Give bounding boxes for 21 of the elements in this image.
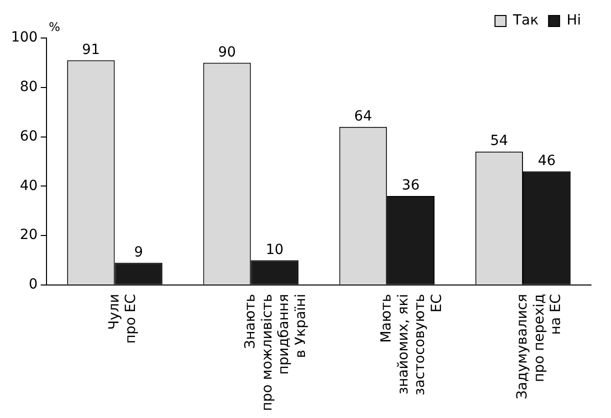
legend-label: Так	[512, 12, 539, 29]
y-tick-label: 0	[28, 276, 38, 293]
data-label: 91	[82, 42, 100, 58]
legend-label: Ні	[566, 12, 582, 29]
y-tick-label: 100	[10, 30, 38, 46]
y-axis-title: %	[48, 20, 60, 34]
y-tick-label: 80	[20, 79, 38, 96]
data-label: 46	[538, 152, 556, 169]
x-tick-label: Знають про можливість придбання в Україні	[242, 294, 309, 412]
y-tick-label: 60	[20, 128, 38, 144]
x-tick-label: Задумувалися про перехід на ЕС	[514, 294, 564, 400]
data-label: 9	[134, 244, 144, 260]
data-label: 90	[218, 44, 236, 60]
data-label: 64	[354, 108, 372, 125]
y-tick-label: 20	[20, 227, 38, 244]
y-tick-label: 40	[20, 178, 38, 194]
x-tick-label: Чули про ЕС	[106, 294, 140, 344]
data-label: 54	[490, 133, 508, 150]
x-tick-label: Мають знайомих, які застосовують ЕС	[378, 294, 445, 396]
data-label: 10	[266, 242, 284, 258]
data-label: 36	[402, 178, 420, 194]
